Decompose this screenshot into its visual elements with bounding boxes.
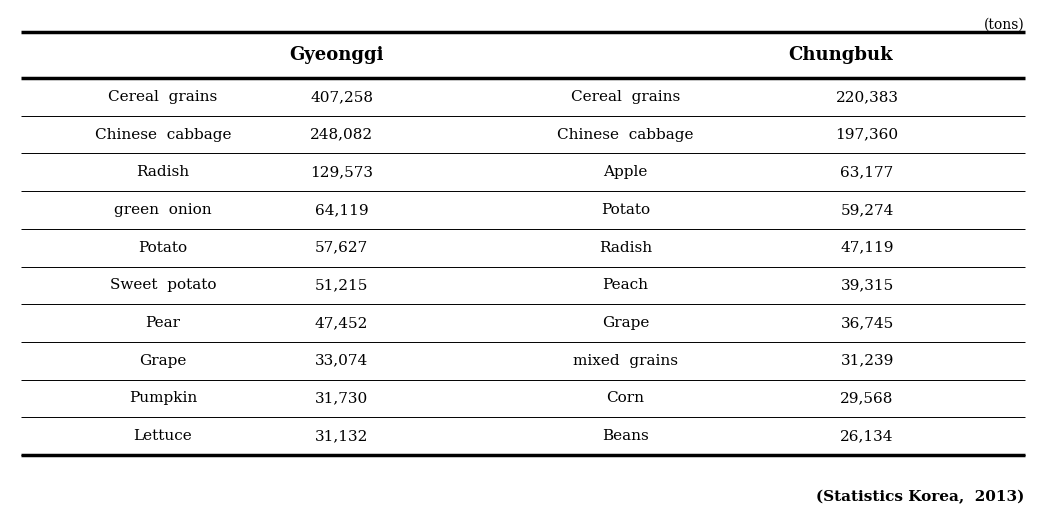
Text: Corn: Corn bbox=[606, 392, 644, 406]
Text: 63,177: 63,177 bbox=[841, 165, 893, 179]
Text: (tons): (tons) bbox=[984, 18, 1025, 32]
Text: mixed  grains: mixed grains bbox=[573, 354, 678, 368]
Text: 47,119: 47,119 bbox=[841, 241, 893, 255]
Text: Apple: Apple bbox=[603, 165, 647, 179]
Text: Sweet  potato: Sweet potato bbox=[109, 278, 217, 292]
Text: 33,074: 33,074 bbox=[315, 354, 368, 368]
Text: 29,568: 29,568 bbox=[841, 392, 893, 406]
Text: Radish: Radish bbox=[599, 241, 652, 255]
Text: Potato: Potato bbox=[139, 241, 187, 255]
Text: 31,239: 31,239 bbox=[841, 354, 893, 368]
Text: 39,315: 39,315 bbox=[841, 278, 893, 292]
Text: Beans: Beans bbox=[602, 429, 648, 443]
Text: (Statistics Korea,  2013): (Statistics Korea, 2013) bbox=[817, 490, 1025, 504]
Text: Cereal  grains: Cereal grains bbox=[571, 90, 680, 104]
Text: Pumpkin: Pumpkin bbox=[129, 392, 197, 406]
Text: Chinese  cabbage: Chinese cabbage bbox=[557, 127, 694, 141]
Text: Lettuce: Lettuce bbox=[133, 429, 192, 443]
Text: 59,274: 59,274 bbox=[841, 203, 893, 217]
Text: 51,215: 51,215 bbox=[315, 278, 368, 292]
Text: Gyeonggi: Gyeonggi bbox=[289, 46, 384, 64]
Text: Cereal  grains: Cereal grains bbox=[108, 90, 218, 104]
Text: 220,383: 220,383 bbox=[836, 90, 899, 104]
Text: 129,573: 129,573 bbox=[310, 165, 373, 179]
Text: Grape: Grape bbox=[139, 354, 187, 368]
Text: 47,452: 47,452 bbox=[315, 316, 368, 330]
Text: Peach: Peach bbox=[602, 278, 648, 292]
Text: 31,730: 31,730 bbox=[315, 392, 368, 406]
Text: Chungbuk: Chungbuk bbox=[788, 46, 893, 64]
Text: green  onion: green onion bbox=[115, 203, 211, 217]
Text: 26,134: 26,134 bbox=[841, 429, 893, 443]
Text: 407,258: 407,258 bbox=[310, 90, 373, 104]
Text: Radish: Radish bbox=[137, 165, 189, 179]
Text: 31,132: 31,132 bbox=[315, 429, 368, 443]
Text: 197,360: 197,360 bbox=[836, 127, 899, 141]
Text: Chinese  cabbage: Chinese cabbage bbox=[95, 127, 231, 141]
Text: 248,082: 248,082 bbox=[310, 127, 373, 141]
Text: Potato: Potato bbox=[601, 203, 650, 217]
Text: 64,119: 64,119 bbox=[314, 203, 369, 217]
Text: 36,745: 36,745 bbox=[841, 316, 893, 330]
Text: 57,627: 57,627 bbox=[315, 241, 368, 255]
Text: Grape: Grape bbox=[601, 316, 650, 330]
Text: Pear: Pear bbox=[145, 316, 181, 330]
